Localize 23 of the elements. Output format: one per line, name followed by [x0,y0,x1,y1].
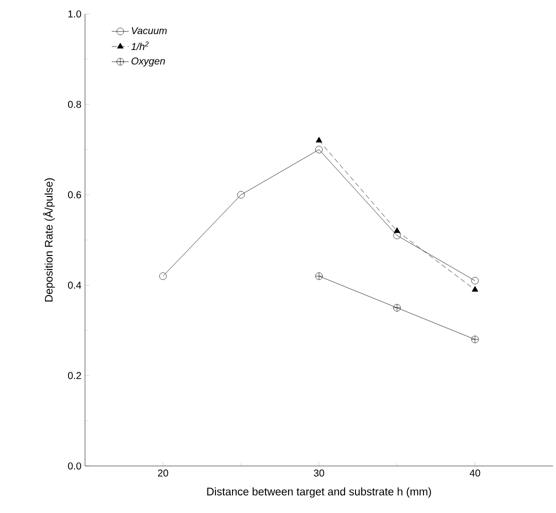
x-axis-title: Distance between target and substrate h (mm) [207,487,431,498]
point [316,136,322,142]
point [393,304,401,312]
point [471,336,479,344]
legend-label: Oxygen [132,57,165,67]
point [315,146,323,154]
y-tick-label: 0.4 [68,282,82,289]
point [471,276,479,284]
legend-label: Vacuum [132,27,167,34]
point [159,272,167,280]
legend-label: 1/h$^{2}$ [131,42,149,50]
point [472,286,478,292]
y-tick-label: 0.0 [68,462,82,470]
y-tick-label: 1.0 [68,10,82,18]
y-tick-label: 0.6 [68,191,82,198]
x-tick-label: 30 [314,470,324,477]
y-tick-label: 0.8 [68,100,82,108]
x-tick-label: 20 [158,470,168,477]
point [237,191,245,198]
x-tick-label: 40 [470,470,480,477]
point [315,272,323,280]
y-tick-label: 0.2 [68,372,81,380]
y-axis-title: Deposition Rate (Å/pulse) [42,178,55,302]
